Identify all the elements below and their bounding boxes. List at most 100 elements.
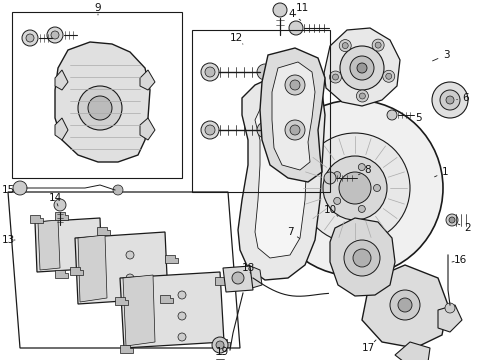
Text: 15: 15 [1, 185, 15, 195]
Circle shape [398, 298, 412, 312]
Polygon shape [238, 70, 325, 280]
Circle shape [446, 96, 454, 104]
Circle shape [113, 185, 123, 195]
Circle shape [358, 163, 366, 171]
Circle shape [356, 90, 368, 102]
Text: 9: 9 [95, 3, 101, 13]
Polygon shape [244, 265, 262, 288]
Circle shape [51, 31, 59, 39]
Polygon shape [55, 212, 68, 220]
Circle shape [323, 156, 387, 220]
Text: 8: 8 [365, 165, 371, 175]
Text: 12: 12 [229, 33, 243, 43]
Circle shape [432, 82, 468, 118]
Circle shape [357, 63, 367, 73]
Circle shape [333, 74, 339, 80]
Polygon shape [123, 275, 155, 346]
Circle shape [273, 3, 287, 17]
Circle shape [257, 122, 273, 138]
Circle shape [13, 181, 27, 195]
Circle shape [178, 291, 186, 299]
Circle shape [201, 63, 219, 81]
Text: 18: 18 [242, 263, 255, 273]
Circle shape [290, 125, 300, 135]
Polygon shape [120, 345, 133, 353]
Circle shape [290, 80, 300, 90]
Polygon shape [330, 218, 395, 296]
Polygon shape [30, 215, 43, 223]
Circle shape [26, 34, 34, 42]
Text: 2: 2 [465, 223, 471, 233]
Polygon shape [255, 95, 308, 258]
Polygon shape [362, 265, 448, 348]
Polygon shape [395, 342, 430, 360]
Text: 5: 5 [415, 113, 421, 123]
Text: 14: 14 [49, 193, 62, 203]
Polygon shape [55, 270, 68, 278]
Polygon shape [260, 48, 325, 182]
Polygon shape [438, 305, 462, 332]
Circle shape [126, 251, 134, 259]
Circle shape [329, 71, 342, 83]
Circle shape [390, 290, 420, 320]
Circle shape [178, 333, 186, 341]
Circle shape [353, 249, 371, 267]
Circle shape [449, 217, 455, 223]
Circle shape [178, 312, 186, 320]
Circle shape [205, 125, 215, 135]
Polygon shape [78, 235, 107, 302]
Polygon shape [272, 62, 315, 170]
Text: 4: 4 [289, 9, 295, 19]
Circle shape [47, 27, 63, 43]
Polygon shape [35, 218, 102, 272]
Text: 3: 3 [442, 50, 449, 60]
Circle shape [375, 42, 381, 48]
Polygon shape [165, 255, 178, 263]
Circle shape [372, 39, 384, 51]
Circle shape [78, 86, 122, 130]
Circle shape [440, 90, 460, 110]
Circle shape [54, 199, 66, 211]
Circle shape [350, 56, 374, 80]
Polygon shape [217, 339, 230, 347]
Circle shape [285, 120, 305, 140]
Text: 19: 19 [216, 347, 229, 357]
Text: 17: 17 [361, 343, 375, 353]
Circle shape [267, 100, 443, 276]
Circle shape [334, 172, 341, 179]
Circle shape [339, 172, 371, 204]
Polygon shape [55, 118, 68, 140]
Circle shape [232, 272, 244, 284]
Text: 13: 13 [1, 235, 15, 245]
Circle shape [126, 274, 134, 282]
Circle shape [358, 206, 366, 212]
Text: 10: 10 [323, 205, 337, 215]
Polygon shape [115, 297, 128, 305]
Text: 1: 1 [441, 167, 448, 177]
Circle shape [300, 133, 410, 243]
Circle shape [285, 75, 305, 95]
Circle shape [201, 121, 219, 139]
Polygon shape [140, 118, 155, 140]
Polygon shape [55, 42, 150, 162]
Circle shape [324, 172, 336, 184]
Text: 16: 16 [453, 255, 466, 265]
Polygon shape [215, 277, 228, 285]
Circle shape [88, 96, 112, 120]
Polygon shape [70, 267, 83, 275]
Circle shape [334, 197, 341, 204]
Polygon shape [223, 266, 253, 292]
Circle shape [339, 40, 351, 51]
Circle shape [387, 110, 397, 120]
Text: 11: 11 [295, 3, 309, 13]
Circle shape [216, 341, 224, 349]
Text: 6: 6 [463, 93, 469, 103]
Circle shape [373, 185, 381, 192]
Circle shape [257, 64, 273, 80]
Circle shape [359, 93, 366, 99]
Polygon shape [97, 227, 110, 235]
Text: 7: 7 [287, 227, 294, 237]
Polygon shape [140, 70, 155, 90]
Circle shape [205, 67, 215, 77]
Polygon shape [75, 232, 168, 304]
